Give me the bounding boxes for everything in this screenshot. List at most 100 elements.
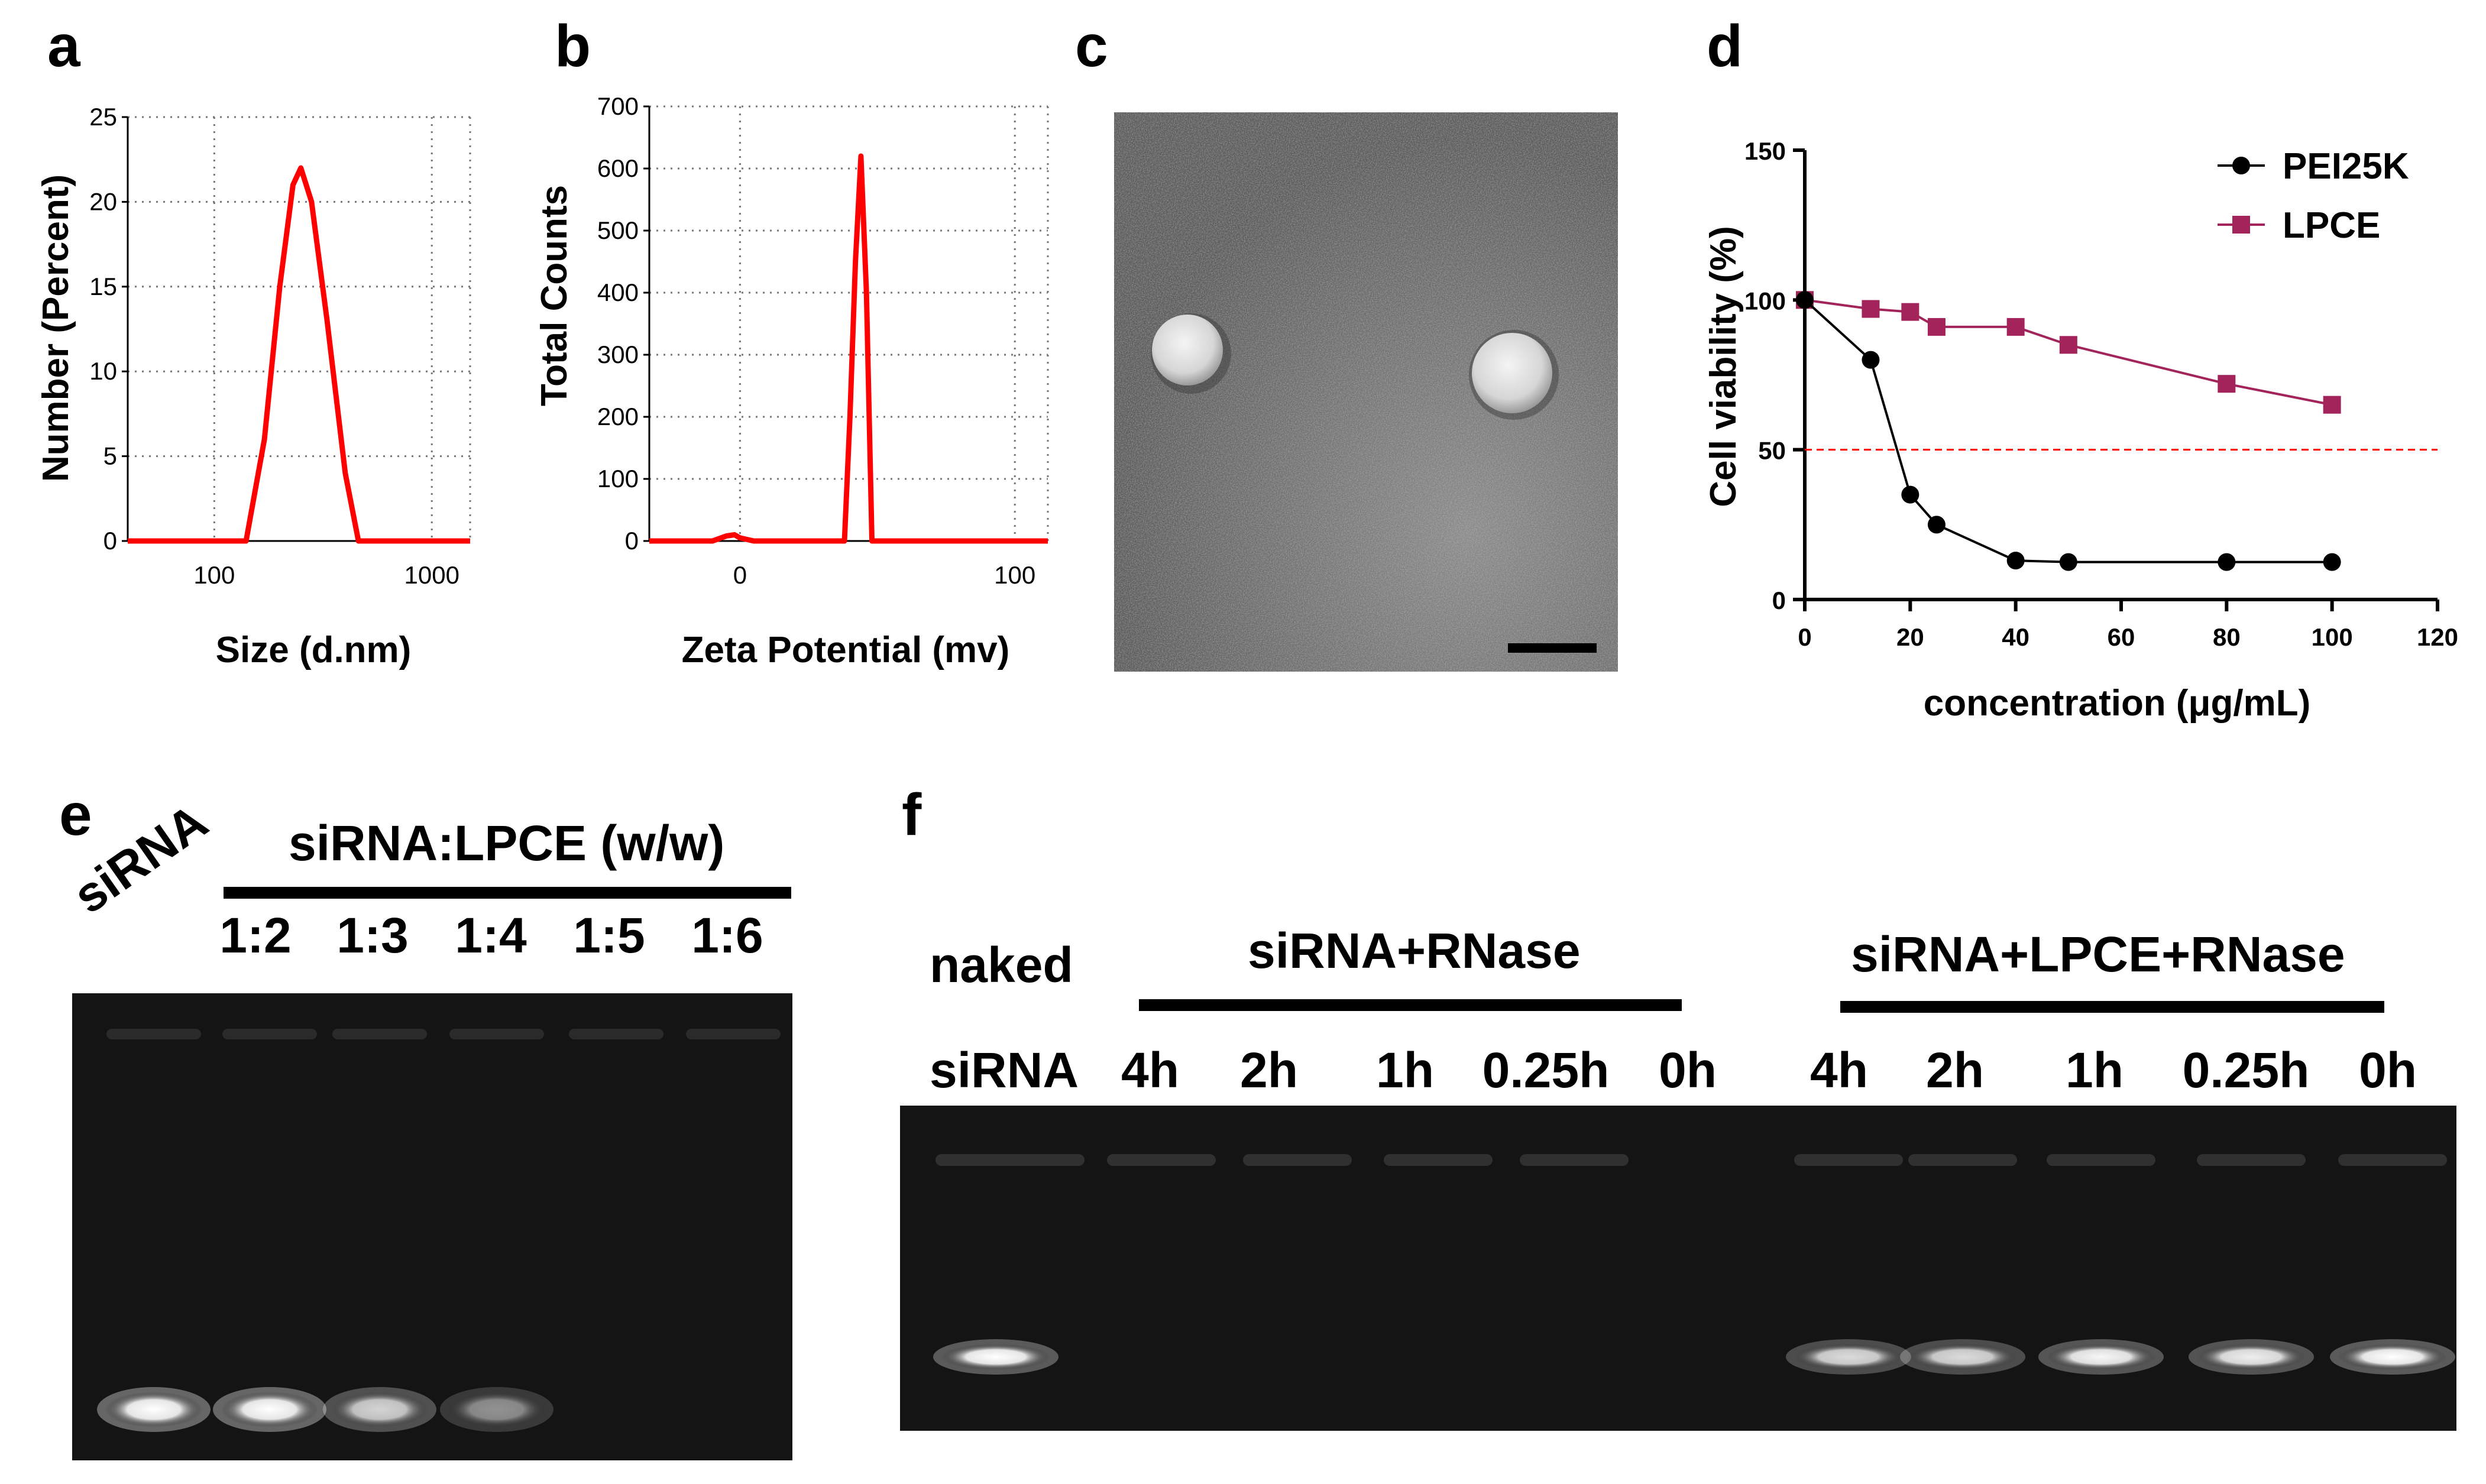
gel-f-time-label: 2h <box>1925 1042 1985 1098</box>
gel-f-group2-label: siRNA+LPCE+RNase <box>1851 926 2345 982</box>
x-tick-label: 60 <box>2108 623 2135 651</box>
y-tick-label: 10 <box>89 357 117 385</box>
y-tick-label: 600 <box>597 154 639 182</box>
gel-f-image <box>900 1106 2456 1431</box>
data-point <box>1862 300 1880 318</box>
data-point <box>2323 396 2341 414</box>
data-point <box>2059 553 2077 571</box>
y-tick-label: 0 <box>1772 587 1786 614</box>
y-tick-label: 400 <box>597 278 639 306</box>
gel-f-time-label: 0h <box>2358 1042 2417 1098</box>
legend-label: LPCE <box>2283 205 2380 246</box>
gel-f-group1-line <box>1139 999 1682 1011</box>
legend-marker <box>2232 157 2250 174</box>
panel-letter-e: e <box>59 782 92 848</box>
data-point <box>2006 552 2025 570</box>
gel-well <box>1384 1154 1493 1166</box>
gel-band <box>448 1392 545 1427</box>
gel-f-time-label: 2h <box>1239 1042 1299 1098</box>
y-tick-label: 200 <box>597 403 639 430</box>
gel-f-time-label: 1h <box>1375 1042 1435 1098</box>
panel-letter-b: b <box>555 13 591 79</box>
data-point <box>2218 553 2236 571</box>
gel-f-time-label: 1h <box>2065 1042 2124 1098</box>
gel-f-group2-line <box>1840 1001 2384 1013</box>
gel-f-time-label: 4h <box>1810 1042 1869 1098</box>
gel-band <box>2197 1344 2306 1370</box>
data-point <box>1796 291 1814 309</box>
gel-band <box>221 1392 318 1427</box>
gel-e-ratio-label: 1:3 <box>336 908 409 963</box>
data-point <box>1862 351 1880 369</box>
gel-well <box>1243 1154 1352 1166</box>
gel-well <box>449 1029 544 1039</box>
gel-e-ratio-label: 1:6 <box>691 908 763 963</box>
gel-band-naked <box>941 1344 1050 1370</box>
x-tick-label: 0 <box>1798 623 1811 651</box>
y-tick-label: 0 <box>103 527 117 555</box>
scale-bar <box>1508 643 1597 653</box>
data-point <box>1927 516 1946 534</box>
panel-letter-d: d <box>1707 13 1743 79</box>
chart-a-xlabel: Size (d.nm) <box>216 630 412 670</box>
tem-micrograph <box>1114 112 1618 672</box>
gel-f-time-label: 4h <box>1121 1042 1180 1098</box>
gel-well <box>332 1029 427 1039</box>
x-tick-label: 100 <box>2312 623 2353 651</box>
chart-d-xlabel: concentration (μg/mL) <box>1924 683 2310 724</box>
data-point <box>1901 303 1919 321</box>
gel-f-time-label: 0h <box>1658 1042 1717 1098</box>
legend-marker <box>2232 216 2250 234</box>
data-point <box>1901 485 1919 504</box>
data-point <box>1927 317 1946 336</box>
gel-band <box>331 1392 428 1427</box>
data-point <box>2323 553 2341 571</box>
y-tick-label: 300 <box>597 341 639 368</box>
gel-well <box>569 1029 663 1039</box>
y-tick-label: 20 <box>89 187 117 215</box>
gel-e-background <box>72 993 792 1460</box>
chart-a-ylabel: Number (Percent) <box>35 174 76 482</box>
y-tick-label: 100 <box>1744 287 1786 315</box>
x-tick-label: 120 <box>2417 623 2458 651</box>
chart-a-size-distribution: 0 5 10 15 20 25 100 1000 Size (d.nm) Number (Pe… <box>35 103 471 670</box>
panel-letter-a: a <box>47 13 80 79</box>
gel-band <box>1794 1344 1903 1370</box>
gel-well <box>1107 1154 1216 1166</box>
x-tick-label: 100 <box>994 561 1035 589</box>
x-tick-label: 1000 <box>404 561 459 589</box>
gel-well <box>686 1029 781 1039</box>
gel-band <box>1908 1344 2017 1370</box>
x-tick-label: 80 <box>2213 623 2241 651</box>
gel-band <box>2338 1344 2447 1370</box>
gel-f-time-label: 0.25h <box>1482 1042 1610 1098</box>
gel-well <box>976 1154 1085 1166</box>
y-tick-label: 150 <box>1744 137 1786 165</box>
y-tick-label: 500 <box>597 216 639 244</box>
gel-e-ratio-label: 1:4 <box>455 908 527 963</box>
gel-well <box>2197 1154 2306 1166</box>
chart-b-xlabel: Zeta Potential (mv) <box>682 630 1010 670</box>
chart-b-ylabel: Total Counts <box>534 185 575 406</box>
gel-f-naked-label: naked <box>930 937 1073 993</box>
gel-e-ratio-label: 1:2 <box>219 908 292 963</box>
data-point <box>2006 317 2025 336</box>
series-line-pei25k <box>1804 299 2332 563</box>
gel-well <box>2338 1154 2447 1166</box>
x-tick-label: 20 <box>1896 623 1924 651</box>
gel-f-time-label: 0.25h <box>2182 1042 2310 1098</box>
chart-b-zeta-potential: 0 100 200 300 400 500 600 700 0 100 Zeta Potentia… <box>534 92 1049 670</box>
chart-d-ylabel: Cell viability (%) <box>1703 226 1744 507</box>
series-line <box>128 165 470 544</box>
data-point <box>2218 375 2236 393</box>
series-line <box>649 153 1048 544</box>
gel-e-group-label: siRNA:LPCE (w/w) <box>289 815 725 871</box>
y-tick-label: 25 <box>89 103 117 131</box>
nanoparticle <box>1152 315 1223 385</box>
gel-well <box>106 1029 201 1039</box>
gel-f-group1-label: siRNA+RNase <box>1248 923 1581 978</box>
x-tick-label: 40 <box>2002 623 2029 651</box>
y-tick-label: 5 <box>103 442 117 470</box>
x-tick-label: 0 <box>733 561 747 589</box>
x-tick-label: 100 <box>193 561 235 589</box>
